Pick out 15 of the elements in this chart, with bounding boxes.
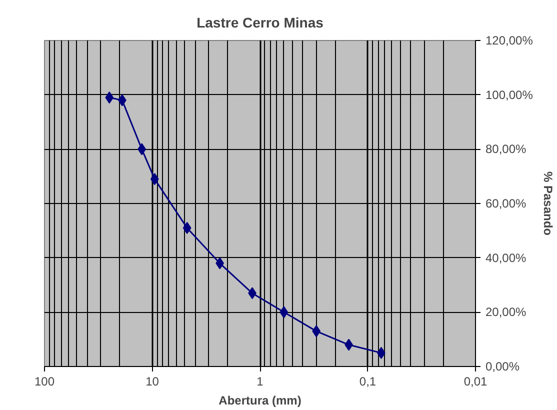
x-tick-label: 0,01 bbox=[464, 374, 488, 388]
y-tick-label: 20,00% bbox=[486, 305, 527, 320]
x-tick-label: 1 bbox=[256, 374, 264, 388]
y-tick-label: 80,00% bbox=[486, 142, 527, 156]
x-tick-label: 0,1 bbox=[359, 374, 376, 388]
x-axis-title: Abertura (mm) bbox=[218, 394, 302, 408]
y-axis-title: % Pasando bbox=[540, 171, 555, 236]
chart-title: Lastre Cerro Minas bbox=[196, 14, 324, 30]
y-tick-label: 0,00% bbox=[486, 360, 520, 374]
y-tick-label: 60,00% bbox=[486, 196, 527, 210]
y-tick-label: 120,00% bbox=[486, 34, 534, 48]
y-tick-label: 40,00% bbox=[486, 250, 527, 265]
x-tick-label: 10 bbox=[146, 374, 160, 388]
y-tick-label: 100,00% bbox=[486, 88, 534, 102]
x-tick-label: 100 bbox=[34, 374, 55, 388]
